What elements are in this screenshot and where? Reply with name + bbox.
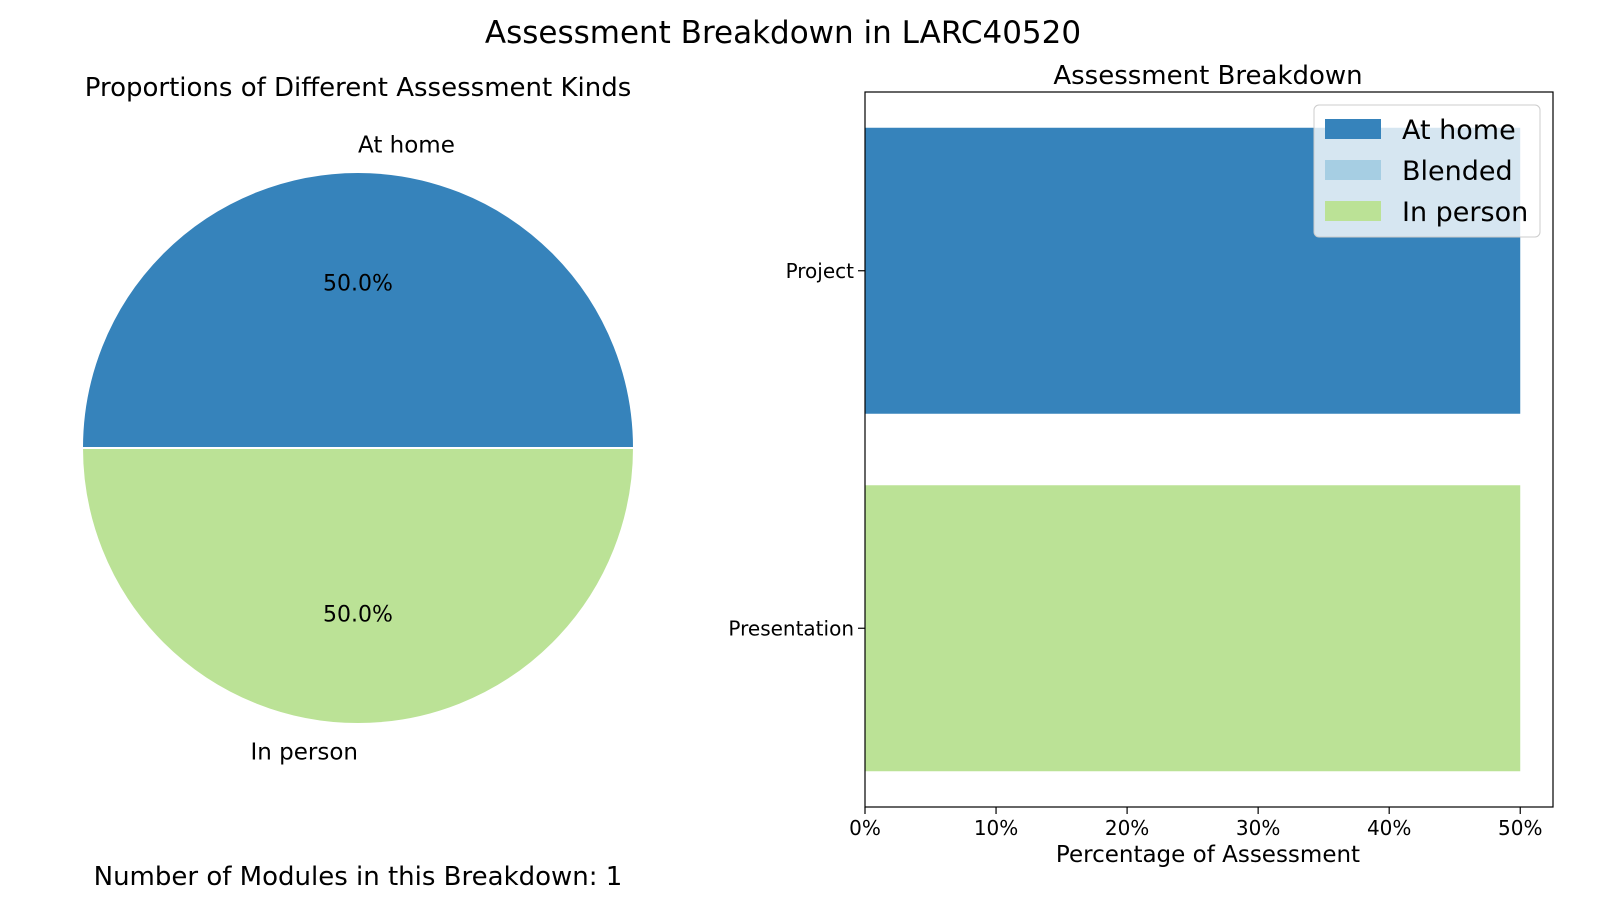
pie-slice-in-person xyxy=(80,447,636,725)
legend-label-at-home: At home xyxy=(1402,115,1516,146)
pie-slice-at-home xyxy=(80,171,636,449)
bar-axes-frame xyxy=(864,91,1554,808)
legend-label-blended: Blended xyxy=(1402,156,1513,187)
pie-chart: Proportions of Different Assessment Kind… xyxy=(80,73,636,766)
pie-category-label: At home xyxy=(358,132,455,158)
x-tick-label: 50% xyxy=(1498,816,1542,840)
x-tick-label: 40% xyxy=(1367,816,1411,840)
x-tick-label: 10% xyxy=(974,816,1018,840)
x-tick-label: 20% xyxy=(1105,816,1149,840)
x-tick-label: 30% xyxy=(1236,816,1280,840)
bar-title: Assessment Breakdown xyxy=(1053,61,1362,91)
bar-presentation-in-person xyxy=(865,485,1521,772)
modules-count-text: Number of Modules in this Breakdown: 1 xyxy=(94,862,623,892)
bar-chart: Assessment Breakdown 0% 10% 20% 30% 40% 50% P… xyxy=(728,61,1554,868)
pie-title: Proportions of Different Assessment Kind… xyxy=(85,73,632,103)
legend-label-in-person: In person xyxy=(1402,197,1528,228)
pie-pct-label: 50.0% xyxy=(323,271,393,296)
pie-category-label: In person xyxy=(250,740,358,766)
legend-swatch-blended xyxy=(1325,160,1381,180)
legend-swatch-at-home xyxy=(1325,119,1381,139)
pie-pct-label: 50.0% xyxy=(323,603,393,628)
y-tick-label-presentation: Presentation xyxy=(728,616,854,640)
legend: At home Blended In person xyxy=(1313,104,1541,238)
legend-swatch-in-person xyxy=(1325,201,1381,221)
x-axis-label: Percentage of Assessment xyxy=(1056,842,1360,868)
y-tick-label-project: Project xyxy=(786,259,855,283)
figure-title: Assessment Breakdown in LARC40520 xyxy=(485,15,1081,51)
x-tick-label: 0% xyxy=(849,816,881,840)
